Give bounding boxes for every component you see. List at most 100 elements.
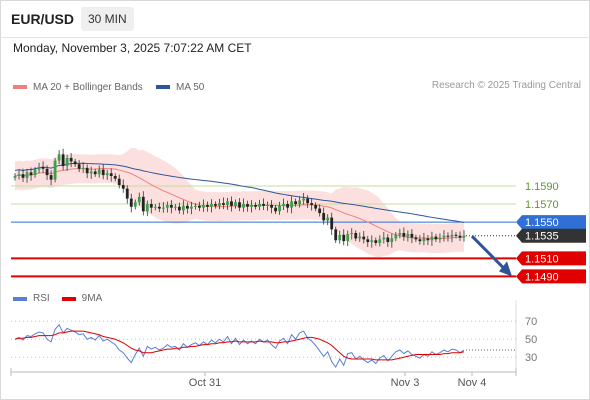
candle-body [278,205,281,212]
rsi-line [14,323,465,369]
candle-body [109,173,113,176]
candle-body [117,178,121,186]
candle-body [153,206,157,208]
candle-body [85,167,89,174]
candle-body [374,240,378,243]
chart-datetime: Monday, November 3, 2025 7:07:22 AM CET [13,41,252,55]
candle-body [246,204,249,207]
candle-body [406,233,410,237]
candle-body [73,161,77,165]
candle-body [169,204,173,208]
candle-body [57,154,61,161]
candle-body [25,172,29,178]
candle-body [185,205,189,209]
rsi-ma-line [14,330,465,361]
candle-body [113,176,117,179]
candle-body [446,235,450,237]
price-label-1-1590: 1.1590 [525,181,559,193]
candle-body [382,237,386,240]
rsi-tick-70: 70 [525,316,537,328]
candle-body [145,204,149,212]
price-label-1-1570: 1.1570 [525,199,559,211]
candle-body [370,240,374,243]
candle-body [49,175,53,180]
candle-body [398,233,402,235]
candle-body [226,201,229,205]
candle-body [69,157,73,162]
candle-body [105,173,109,176]
candle-body [378,239,382,243]
candle-body [149,204,153,208]
price-axis: 1.1590 1.1570 1.1550 1.1535 1.1510 1.1490 [515,181,586,372]
candle-body [434,236,438,240]
legend-ma50: MA 50 [156,80,204,94]
candle-body [326,217,330,221]
candle-body [157,206,161,209]
candle-body [334,229,338,241]
price-label-1-1490: 1.1490 [525,271,559,283]
candle-body [37,166,41,170]
candle-body [193,205,197,207]
rsi-panel: 70 50 30 [11,316,537,369]
time-label-oct-31: Oct 31 [189,377,221,389]
legend-rsi-ma-label: 9MA [81,293,103,304]
candle-body [206,204,209,207]
candle-body [13,176,17,178]
forecast-arrow-shaft [470,235,505,269]
candle-body [346,233,350,242]
candle-body [430,236,434,241]
time-axis: Oct 31 Nov 3 Nov 4 [10,368,517,389]
legend-rsi-swatch [13,296,27,301]
candle-body [77,164,81,169]
candle-body [402,233,406,237]
rsi-tick-30: 30 [525,352,537,364]
ma50-line [14,162,465,223]
legend-ma50-label: MA 50 [176,81,205,93]
candle-body [318,208,322,214]
candle-body [294,201,298,205]
candle-body [242,204,245,208]
candle-body [21,174,25,178]
candle-body [290,201,294,208]
candle-body [250,204,253,207]
candle-body [450,234,454,237]
price-tag-1-1490 [516,269,586,284]
candle-body [137,196,141,203]
candle-body [33,169,37,176]
candle-body [121,185,125,189]
chart-header: EUR/USD 30 MIN [0,0,590,38]
candle-body [89,171,93,174]
candle-body [177,206,181,211]
candle-body [266,204,269,206]
candle-body [454,234,458,236]
candle-body [181,205,185,211]
candlesticks [13,148,466,248]
price-levels [11,185,516,278]
candle-body [218,203,221,206]
candle-body [81,167,85,169]
candle-body [286,204,290,208]
time-label-nov-3: Nov 3 [391,377,420,389]
timeframe-badge[interactable]: 30 MIN [81,7,134,31]
candle-body [354,233,358,239]
candle-body [97,169,101,175]
candle-body [274,207,277,212]
candle-body [342,234,346,242]
candle-body [189,206,193,209]
candle-body [45,168,49,176]
candle-body [330,217,334,230]
candle-body [61,154,65,167]
rsi-tick-50: 50 [525,334,537,346]
candle-body [234,202,237,206]
research-credit: Research © 2025 Trading Central [431,80,581,91]
candle-body [366,239,370,243]
legend-ma20-label: MA 20 + Bollinger Bands [33,81,143,93]
candle-body [65,157,69,167]
candle-body [254,204,257,207]
candle-body [442,235,446,238]
candle-body [53,160,57,180]
forecast-arrow-head [499,261,512,277]
candle-body [390,238,394,243]
candle-body [222,203,225,205]
